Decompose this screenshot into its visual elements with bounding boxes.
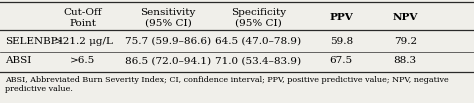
Text: Specificity
(95% CI): Specificity (95% CI) — [231, 8, 286, 28]
Text: NPV: NPV — [392, 13, 418, 22]
Text: 88.3: 88.3 — [394, 56, 417, 65]
Text: >21.2 μg/L: >21.2 μg/L — [54, 37, 112, 46]
Text: Cut-Off
Point: Cut-Off Point — [64, 8, 102, 28]
Text: 86.5 (72.0–94.1): 86.5 (72.0–94.1) — [125, 56, 211, 65]
Text: PPV: PPV — [329, 13, 353, 22]
Text: SELENBP1: SELENBP1 — [5, 37, 64, 46]
Text: ABSI, Abbreviated Burn Severity Index; CI, confidence interval; PPV, positive pr: ABSI, Abbreviated Burn Severity Index; C… — [5, 76, 448, 93]
Text: ABSI: ABSI — [5, 56, 31, 65]
Text: 79.2: 79.2 — [394, 37, 417, 46]
Text: 59.8: 59.8 — [330, 37, 353, 46]
Text: 71.0 (53.4–83.9): 71.0 (53.4–83.9) — [215, 56, 301, 65]
Text: 67.5: 67.5 — [330, 56, 353, 65]
Text: 64.5 (47.0–78.9): 64.5 (47.0–78.9) — [215, 37, 301, 46]
Text: >6.5: >6.5 — [70, 56, 96, 65]
Text: Sensitivity
(95% CI): Sensitivity (95% CI) — [141, 8, 196, 28]
Text: 75.7 (59.9–86.6): 75.7 (59.9–86.6) — [125, 37, 211, 46]
